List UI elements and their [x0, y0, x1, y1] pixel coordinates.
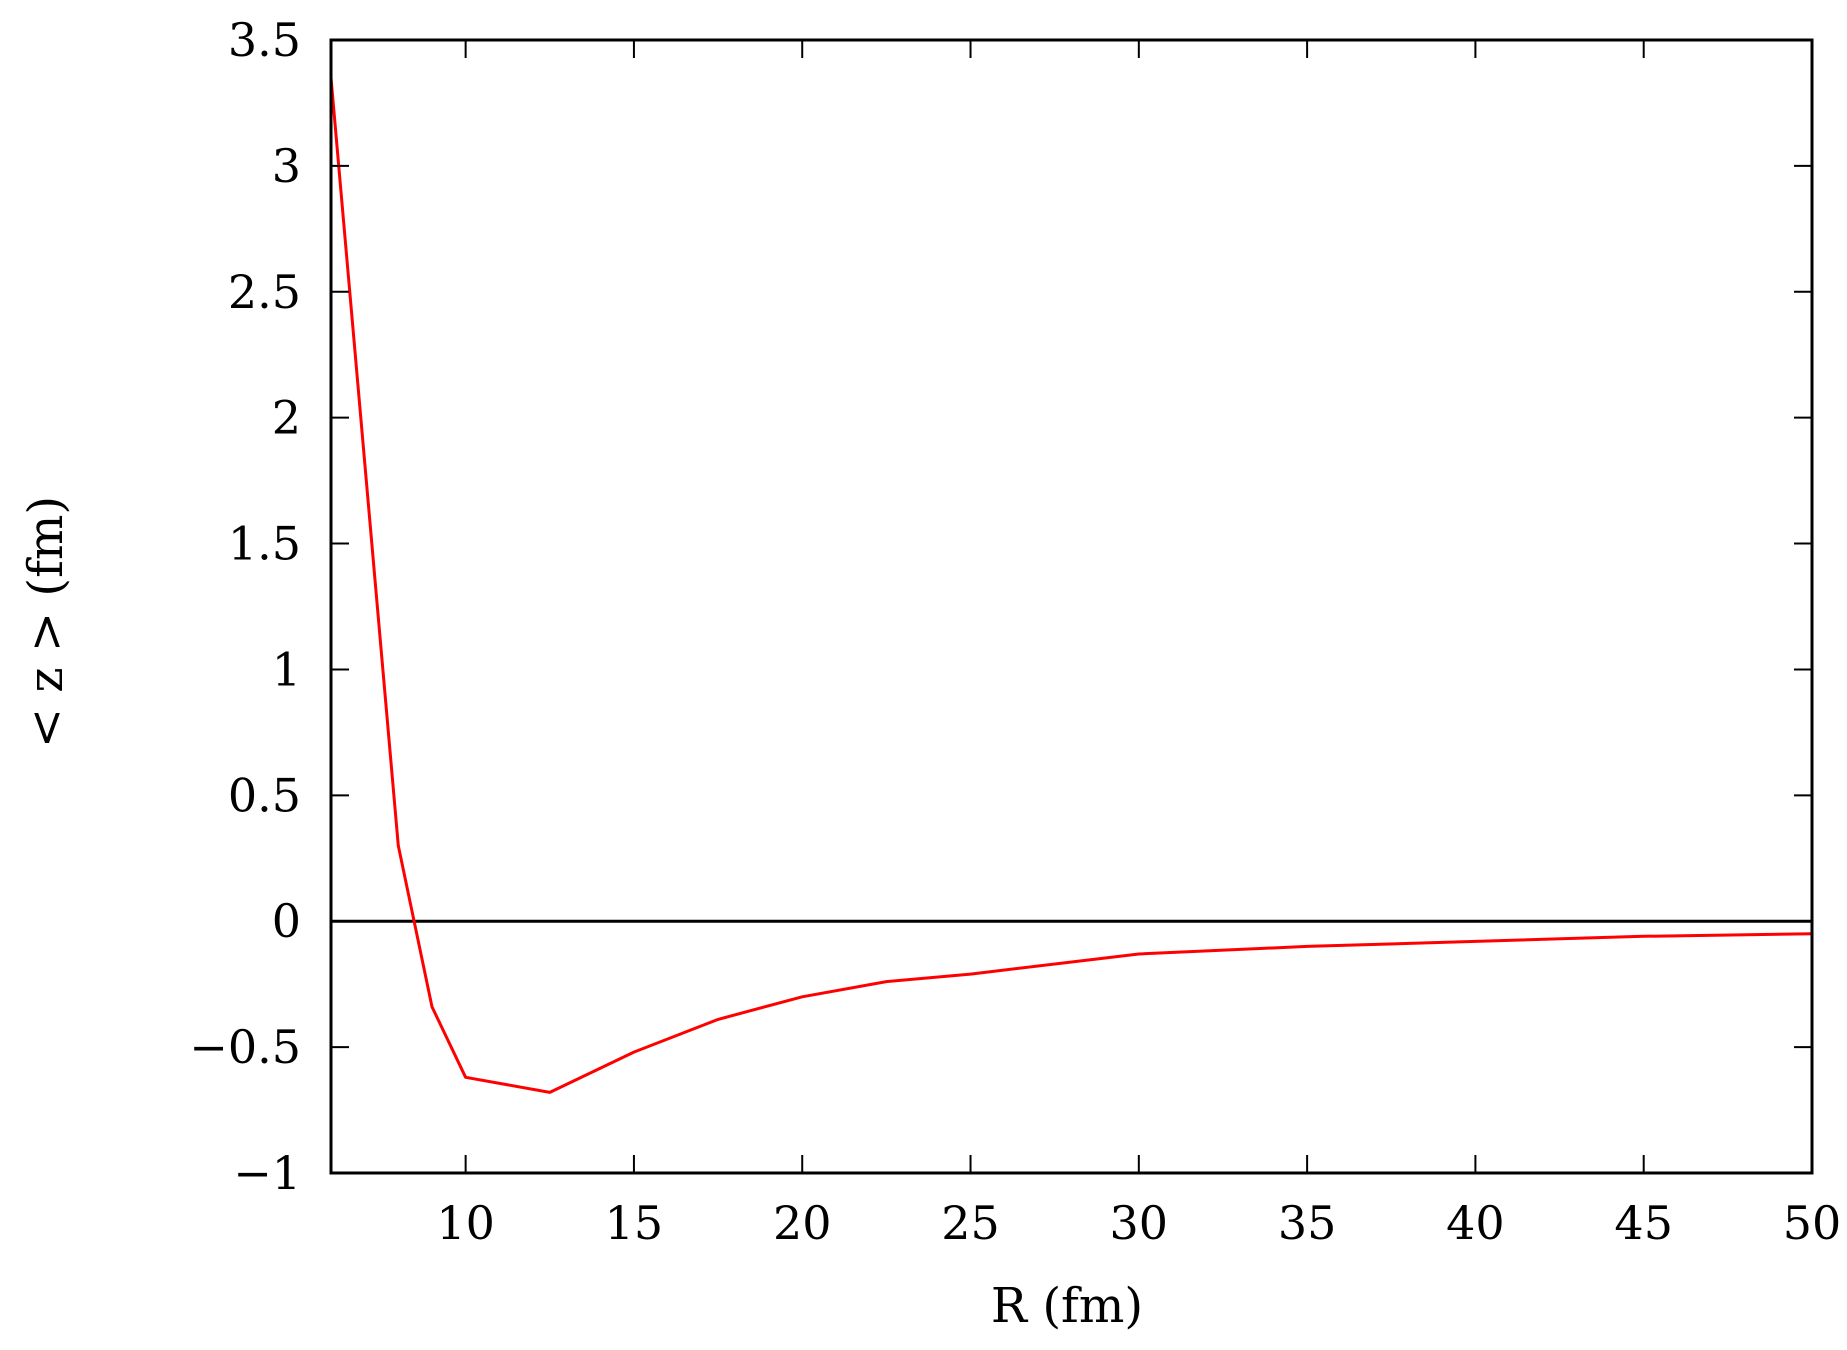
- y-tick-label: 1.5: [228, 517, 301, 571]
- y-tick-label: 1: [272, 642, 301, 696]
- x-tick-label: 45: [1614, 1196, 1673, 1250]
- y-tick-label: −0.5: [189, 1020, 301, 1074]
- y-tick-label: −1: [233, 1146, 301, 1200]
- x-tick-label: 40: [1446, 1196, 1505, 1250]
- y-tick-label: 3: [272, 139, 301, 193]
- x-tick-label: 50: [1783, 1196, 1842, 1250]
- x-tick-label: 20: [773, 1196, 832, 1250]
- y-tick-label: 2: [272, 391, 301, 445]
- x-tick-label: 30: [1110, 1196, 1169, 1250]
- x-tick-label: 15: [605, 1196, 664, 1250]
- x-axis-label: R (fm): [991, 1278, 1143, 1334]
- plot-area: 10 15 20 25 30 35 40 45 50 −1 −0.5 0 0.5 1 1.5 2 2.5 3 3.5: [189, 13, 1841, 1250]
- y-axis-label: < z > (fm): [18, 496, 74, 748]
- y-tick-label: 2.5: [228, 265, 301, 319]
- series-line-0: [329, 77, 1813, 1094]
- x-tick-label: 25: [941, 1196, 1000, 1250]
- x-tick-label: 35: [1278, 1196, 1337, 1250]
- x-tick-label: 10: [436, 1196, 495, 1250]
- y-tick-label: 0: [272, 894, 301, 948]
- plot-frame: [329, 38, 1814, 1175]
- y-tick-label: 3.5: [228, 13, 301, 67]
- y-tick-label: 0.5: [228, 768, 301, 822]
